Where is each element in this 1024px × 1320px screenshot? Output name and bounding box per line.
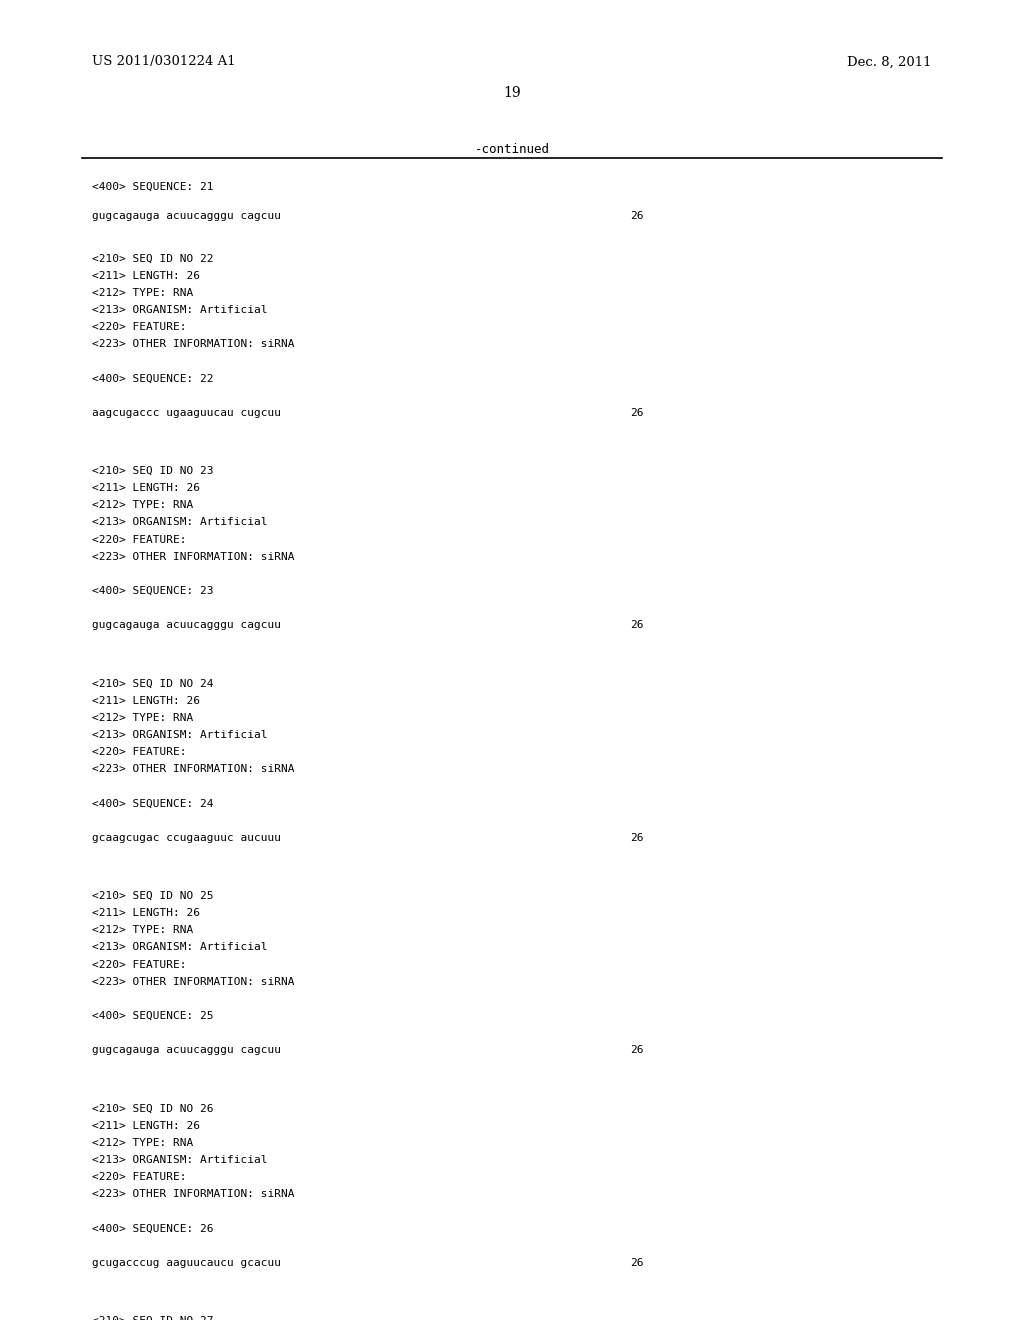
Text: <210> SEQ ID NO 25: <210> SEQ ID NO 25 (92, 891, 214, 902)
Text: aagcugaccc ugaaguucau cugcuu: aagcugaccc ugaaguucau cugcuu (92, 408, 282, 418)
Text: Dec. 8, 2011: Dec. 8, 2011 (847, 55, 932, 69)
Text: <220> FEATURE:: <220> FEATURE: (92, 535, 186, 545)
Text: <220> FEATURE:: <220> FEATURE: (92, 322, 186, 333)
Text: 26: 26 (630, 1258, 643, 1269)
Text: gugcagauga acuucagggu cagcuu: gugcagauga acuucagggu cagcuu (92, 620, 282, 631)
Text: <210> SEQ ID NO 27: <210> SEQ ID NO 27 (92, 1316, 214, 1320)
Text: <211> LENGTH: 26: <211> LENGTH: 26 (92, 908, 200, 919)
Text: <211> LENGTH: 26: <211> LENGTH: 26 (92, 483, 200, 494)
Text: 19: 19 (503, 86, 521, 100)
Text: <223> OTHER INFORMATION: siRNA: <223> OTHER INFORMATION: siRNA (92, 552, 295, 562)
Text: <400> SEQUENCE: 24: <400> SEQUENCE: 24 (92, 799, 214, 809)
Text: <212> TYPE: RNA: <212> TYPE: RNA (92, 925, 194, 936)
Text: <220> FEATURE:: <220> FEATURE: (92, 747, 186, 758)
Text: gcaagcugac ccugaaguuc aucuuu: gcaagcugac ccugaaguuc aucuuu (92, 833, 282, 843)
Text: <212> TYPE: RNA: <212> TYPE: RNA (92, 500, 194, 511)
Text: <211> LENGTH: 26: <211> LENGTH: 26 (92, 271, 200, 281)
Text: gugcagauga acuucagggu cagcuu: gugcagauga acuucagggu cagcuu (92, 1045, 282, 1056)
Text: 26: 26 (630, 211, 643, 222)
Text: <400> SEQUENCE: 25: <400> SEQUENCE: 25 (92, 1011, 214, 1022)
Text: <400> SEQUENCE: 22: <400> SEQUENCE: 22 (92, 374, 214, 384)
Text: 26: 26 (630, 620, 643, 631)
Text: gugcagauga acuucagggu cagcuu: gugcagauga acuucagggu cagcuu (92, 211, 282, 222)
Text: <212> TYPE: RNA: <212> TYPE: RNA (92, 713, 194, 723)
Text: <223> OTHER INFORMATION: siRNA: <223> OTHER INFORMATION: siRNA (92, 1189, 295, 1200)
Text: 26: 26 (630, 408, 643, 418)
Text: <223> OTHER INFORMATION: siRNA: <223> OTHER INFORMATION: siRNA (92, 977, 295, 987)
Text: <210> SEQ ID NO 23: <210> SEQ ID NO 23 (92, 466, 214, 477)
Text: <223> OTHER INFORMATION: siRNA: <223> OTHER INFORMATION: siRNA (92, 339, 295, 350)
Text: <211> LENGTH: 26: <211> LENGTH: 26 (92, 696, 200, 706)
Text: <220> FEATURE:: <220> FEATURE: (92, 1172, 186, 1183)
Text: <400> SEQUENCE: 26: <400> SEQUENCE: 26 (92, 1224, 214, 1234)
Text: <213> ORGANISM: Artificial: <213> ORGANISM: Artificial (92, 1155, 267, 1166)
Text: <213> ORGANISM: Artificial: <213> ORGANISM: Artificial (92, 730, 267, 741)
Text: <210> SEQ ID NO 22: <210> SEQ ID NO 22 (92, 253, 214, 264)
Text: <210> SEQ ID NO 26: <210> SEQ ID NO 26 (92, 1104, 214, 1114)
Text: <223> OTHER INFORMATION: siRNA: <223> OTHER INFORMATION: siRNA (92, 764, 295, 775)
Text: <211> LENGTH: 26: <211> LENGTH: 26 (92, 1121, 200, 1131)
Text: <210> SEQ ID NO 24: <210> SEQ ID NO 24 (92, 678, 214, 689)
Text: -continued: -continued (474, 143, 550, 156)
Text: <213> ORGANISM: Artificial: <213> ORGANISM: Artificial (92, 942, 267, 953)
Text: <212> TYPE: RNA: <212> TYPE: RNA (92, 1138, 194, 1148)
Text: <213> ORGANISM: Artificial: <213> ORGANISM: Artificial (92, 517, 267, 528)
Text: <400> SEQUENCE: 23: <400> SEQUENCE: 23 (92, 586, 214, 597)
Text: gcugacccug aaguucaucu gcacuu: gcugacccug aaguucaucu gcacuu (92, 1258, 282, 1269)
Text: <400> SEQUENCE: 21: <400> SEQUENCE: 21 (92, 182, 214, 193)
Text: US 2011/0301224 A1: US 2011/0301224 A1 (92, 55, 236, 69)
Text: <213> ORGANISM: Artificial: <213> ORGANISM: Artificial (92, 305, 267, 315)
Text: 26: 26 (630, 833, 643, 843)
Text: <220> FEATURE:: <220> FEATURE: (92, 960, 186, 970)
Text: <212> TYPE: RNA: <212> TYPE: RNA (92, 288, 194, 298)
Text: 26: 26 (630, 1045, 643, 1056)
